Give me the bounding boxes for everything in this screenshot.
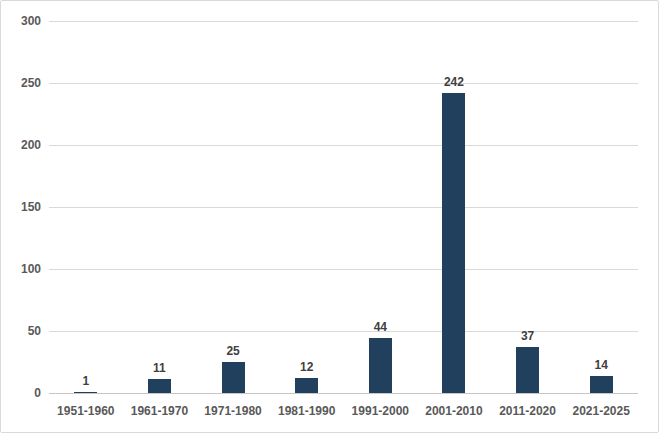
y-axis-tick-label: 200 [9,138,41,152]
data-label: 1 [56,374,116,388]
bar-1991-2000 [369,338,392,393]
x-axis-tick-label: 1991-2000 [344,404,418,418]
x-axis-tick-label: 2021-2025 [564,404,638,418]
bar-chart-card: 050100150200250300 1112512442423714 1951… [0,0,659,433]
y-axis-tick-label: 300 [9,14,41,28]
data-label: 12 [277,360,337,374]
x-axis-line [49,393,638,394]
y-axis-tick-label: 100 [9,262,41,276]
data-label: 11 [129,361,189,375]
data-label: 44 [350,320,410,334]
x-axis-tick-label: 2001-2010 [417,404,491,418]
data-label: 242 [424,75,484,89]
x-axis-tick-label: 1961-1970 [123,404,197,418]
y-axis-tick-label: 250 [9,76,41,90]
bar-2011-2020 [516,347,539,393]
x-axis-tick-label: 1971-1980 [196,404,270,418]
bar-2021-2025 [590,376,613,393]
bar-1971-1980 [222,362,245,393]
y-axis-tick-label: 150 [9,200,41,214]
x-axis-tick-label: 1981-1990 [270,404,344,418]
bar-2001-2010 [442,93,465,393]
y-axis-tick-label: 0 [9,386,41,400]
y-axis-tick-label: 50 [9,324,41,338]
data-label: 14 [571,358,631,372]
x-axis-tick-label: 2011-2020 [491,404,565,418]
bar-1961-1970 [148,379,171,393]
data-label: 25 [203,344,263,358]
gridline [49,83,638,84]
gridline [49,145,638,146]
gridline [49,269,638,270]
data-label: 37 [498,329,558,343]
x-axis-tick-label: 1951-1960 [49,404,123,418]
bar-1981-1990 [295,378,318,393]
gridline [49,21,638,22]
gridline [49,207,638,208]
